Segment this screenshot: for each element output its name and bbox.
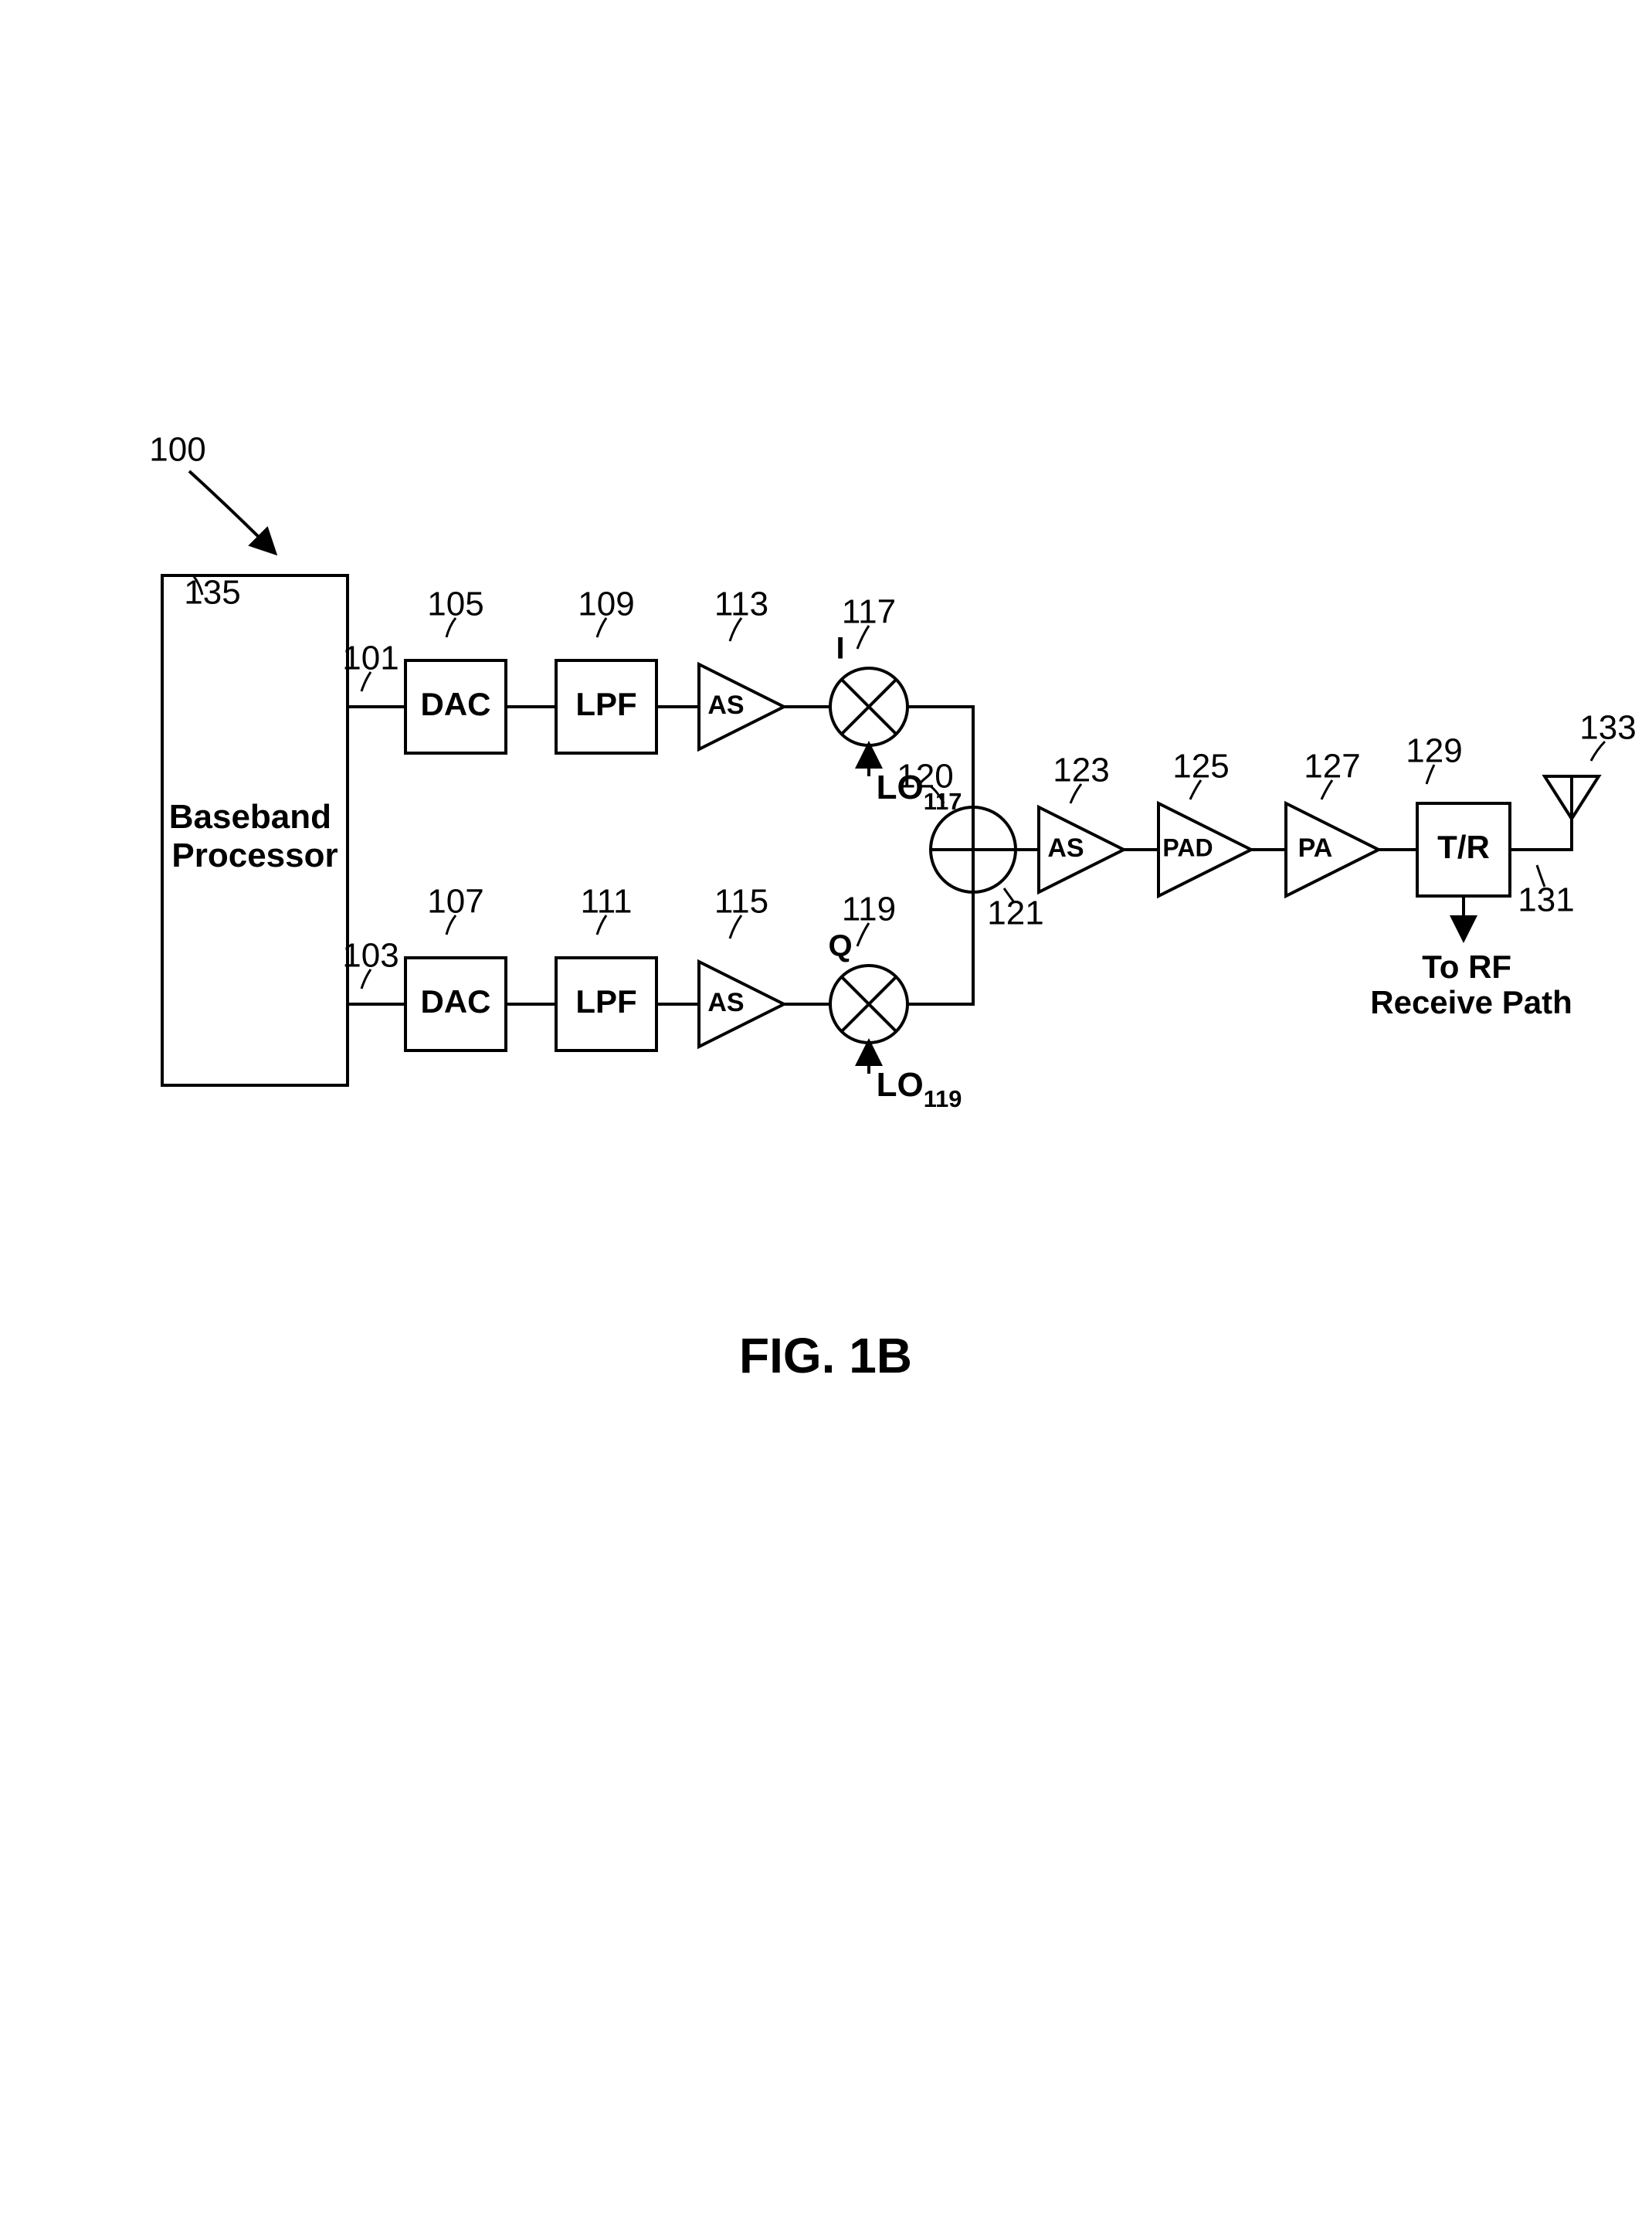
- wire-mix-q-summer: [907, 892, 973, 1004]
- lpf-i-block: LPF 109: [556, 585, 656, 753]
- lpf-q-block: LPF 111: [556, 883, 656, 1050]
- wire-tr-antenna: [1510, 819, 1572, 850]
- rf-transmitter-block-diagram: 100 Baseband Processor 135 101 103 DAC 1…: [0, 0, 1652, 2213]
- ref-129: 129: [1406, 732, 1462, 770]
- ref-113: 113: [714, 585, 768, 623]
- ref-131: 131: [1518, 881, 1574, 919]
- summer: 120 121: [897, 758, 1043, 932]
- dac-q-block: DAC 107: [405, 883, 506, 1050]
- as-i-label: AS: [707, 691, 744, 720]
- ref-101: 101: [342, 640, 399, 677]
- ref-109: 109: [578, 585, 634, 623]
- ref-121: 121: [987, 894, 1043, 932]
- ref-115: 115: [714, 883, 768, 921]
- pa-label: PA: [1298, 833, 1333, 863]
- as-q-label: AS: [707, 988, 744, 1017]
- ref-125: 125: [1172, 748, 1229, 786]
- ref-123: 123: [1053, 752, 1109, 789]
- dac-i-label: DAC: [421, 686, 491, 722]
- pad-label: PAD: [1162, 833, 1213, 861]
- system-ref-arrow: 100: [149, 431, 274, 552]
- dac-i-block: DAC 105: [405, 585, 506, 753]
- mixer-q: 119 Q: [828, 891, 907, 1043]
- ref-135: 135: [184, 574, 240, 612]
- baseband-processor-block: Baseband Processor 135: [162, 574, 348, 1085]
- ref-103: 103: [342, 937, 399, 975]
- amp-as-i: AS 113: [699, 585, 784, 749]
- ref-133: 133: [1579, 709, 1636, 747]
- as3-label: AS: [1047, 833, 1084, 863]
- ref-107: 107: [427, 883, 483, 921]
- q-label: Q: [828, 929, 852, 963]
- dac-q-label: DAC: [421, 983, 491, 1020]
- lpf-q-label: LPF: [575, 983, 636, 1020]
- ref-119: 119: [842, 891, 896, 928]
- amp-pa: PA 127: [1286, 748, 1379, 896]
- ref-105: 105: [427, 585, 483, 623]
- mixer-i: 117 I: [830, 593, 907, 745]
- ref-127: 127: [1304, 748, 1360, 786]
- ref-111: 111: [581, 883, 633, 921]
- ref-120: 120: [897, 758, 953, 796]
- amp-as3: AS 123: [1039, 752, 1124, 892]
- figure-caption: FIG. 1B: [739, 1328, 912, 1383]
- baseband-label: Baseband Processor: [169, 798, 341, 874]
- ref-100: 100: [149, 431, 205, 469]
- tr-switch-block: T/R 129: [1406, 732, 1510, 896]
- amp-pad: PAD 125: [1158, 748, 1251, 896]
- rx-path-label: To RF Receive Path: [1370, 949, 1572, 1020]
- antenna-icon: 133: [1545, 709, 1637, 819]
- tr-label: T/R: [1437, 829, 1490, 865]
- i-label: I: [836, 632, 844, 666]
- ref-117: 117: [842, 593, 896, 631]
- lpf-i-label: LPF: [575, 686, 636, 722]
- amp-as-q: AS 115: [699, 883, 784, 1047]
- lo-q-label: LO119: [877, 1066, 962, 1112]
